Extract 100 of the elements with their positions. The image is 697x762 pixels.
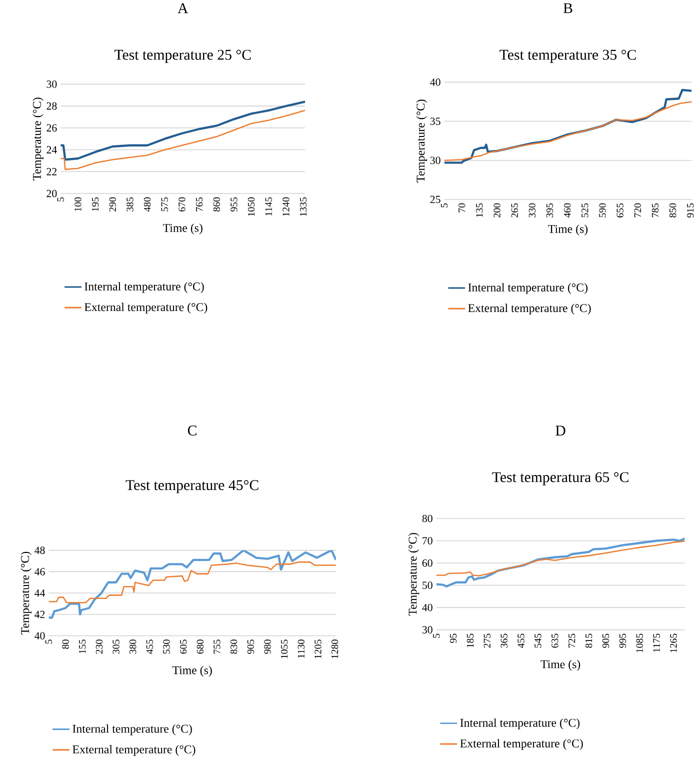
line-series [48, 550, 336, 619]
x-tick-label: 305 [112, 640, 120, 654]
x-tick-label: 200 [494, 203, 500, 218]
x-tick-label: 525 [582, 203, 588, 218]
x-tick-label: 480 [144, 197, 151, 212]
y-axis-title: Temperature (°C) [416, 100, 428, 182]
x-tick-label: 605 [180, 640, 187, 654]
x-tick-label: 655 [616, 203, 624, 218]
x-tick-label: 1205 [314, 640, 322, 658]
y-tick-label: 70 [422, 537, 432, 544]
chart-title: Test temperature 25 °C [114, 50, 251, 63]
text: A [178, 3, 188, 14]
line-series [444, 101, 692, 162]
chart-title: Test temperature 35 °C [500, 50, 636, 63]
x-axis-title: Time (s) [172, 666, 212, 677]
x-tick-label: 635 [552, 634, 558, 648]
text: D [556, 426, 566, 436]
x-tick-label: 330 [528, 203, 536, 218]
x-tick-label: 265 [511, 203, 518, 218]
x-tick-label: 95 [450, 634, 457, 643]
legend-label: Internal temperature (°C) [468, 283, 588, 294]
x-tick-label: 80 [62, 640, 69, 649]
x-tick-label: 100 [74, 197, 82, 211]
y-tick-label: 40 [430, 78, 440, 86]
y-tick-label: 40 [34, 632, 45, 640]
x-axis-title: Time (s) [548, 224, 588, 236]
x-tick-label: 915 [687, 203, 694, 218]
x-tick-label: 365 [500, 634, 508, 648]
x-tick-label: 195 [92, 197, 99, 211]
x-tick-label: 785 [652, 203, 659, 218]
x-tick-label: 720 [634, 203, 641, 218]
x-tick-label: 5 [440, 203, 448, 208]
x-tick-label: 575 [161, 197, 168, 212]
y-tick-label: 50 [422, 582, 432, 589]
x-tick-label: 1130 [298, 640, 304, 658]
x-tick-label: 905 [602, 634, 610, 648]
x-tick-label: 680 [196, 640, 204, 654]
y-tick-label: 30 [430, 156, 440, 164]
y-tick-label: 26 [46, 124, 57, 132]
y-axis-title: Temperature (°C) [20, 552, 32, 635]
x-tick-label: 5 [433, 634, 440, 638]
y-tick-label: 30 [46, 80, 57, 88]
x-tick-label: 185 [466, 634, 474, 648]
line-series [436, 540, 685, 576]
line-series [60, 110, 306, 170]
x-tick-label: 765 [196, 197, 203, 212]
x-tick-label: 545 [534, 634, 542, 648]
legend-label: External temperature (°C) [468, 304, 591, 315]
legend-label: External temperature (°C) [84, 302, 208, 314]
line-series [60, 100, 306, 161]
x-tick-label: 5 [45, 640, 52, 644]
x-tick-label: 725 [568, 634, 576, 648]
x-tick-label: 830 [230, 640, 238, 654]
y-tick-label: 46 [34, 568, 45, 576]
legend-label: External temperature (°C) [460, 739, 583, 750]
y-tick-label: 80 [422, 514, 432, 522]
x-tick-label: 995 [619, 634, 626, 648]
y-tick-label: 44 [34, 589, 46, 597]
x-tick-label: 275 [484, 634, 490, 648]
text: B [563, 3, 572, 14]
legend-label: Internal temperature (°C) [84, 282, 204, 293]
x-tick-label: 755 [214, 640, 220, 654]
x-tick-label: 1175 [653, 634, 660, 652]
y-tick-label: 22 [46, 168, 57, 176]
x-tick-label: 380 [130, 640, 136, 654]
line-series [48, 561, 336, 604]
y-tick-label: 40 [422, 604, 432, 612]
y-tick-label: 30 [422, 626, 432, 634]
x-tick-label: 590 [599, 203, 606, 218]
x-tick-label: 70 [458, 203, 466, 212]
x-tick-label: 850 [669, 203, 676, 218]
x-tick-label: 905 [247, 640, 254, 654]
legend-label: Internal temperature (°C) [72, 724, 192, 736]
x-tick-label: 815 [585, 634, 592, 648]
chart-title: Test temperatura 65 °C [492, 472, 628, 486]
x-axis-title: Time (s) [163, 224, 202, 234]
x-tick-label: 230 [96, 640, 103, 654]
x-tick-label: 5 [57, 197, 64, 202]
x-tick-label: 955 [230, 197, 238, 212]
x-tick-label: 980 [264, 640, 271, 654]
y-axis-title: Temperature (°C) [32, 98, 44, 180]
x-tick-label: 670 [178, 197, 186, 212]
x-tick-label: 455 [518, 634, 524, 648]
legend-label: Internal temperature (°C) [460, 718, 580, 730]
x-tick-label: 385 [126, 197, 134, 212]
x-tick-label: 1265 [670, 634, 677, 652]
y-tick-label: 20 [46, 190, 57, 198]
x-tick-label: 460 [564, 203, 571, 218]
x-tick-label: 1085 [636, 634, 643, 652]
line-series [436, 537, 685, 588]
x-tick-label: 1335 [300, 197, 307, 216]
x-tick-label: 135 [476, 203, 483, 217]
chart-title: Test temperature 45°C [126, 480, 258, 494]
y-tick-label: 25 [430, 196, 440, 204]
y-tick-label: 48 [34, 546, 45, 554]
legend-label: External temperature (°C) [72, 745, 196, 756]
y-tick-label: 28 [46, 102, 57, 110]
x-tick-label: 455 [146, 640, 153, 654]
y-tick-label: 42 [34, 610, 45, 618]
y-tick-label: 35 [430, 118, 440, 125]
